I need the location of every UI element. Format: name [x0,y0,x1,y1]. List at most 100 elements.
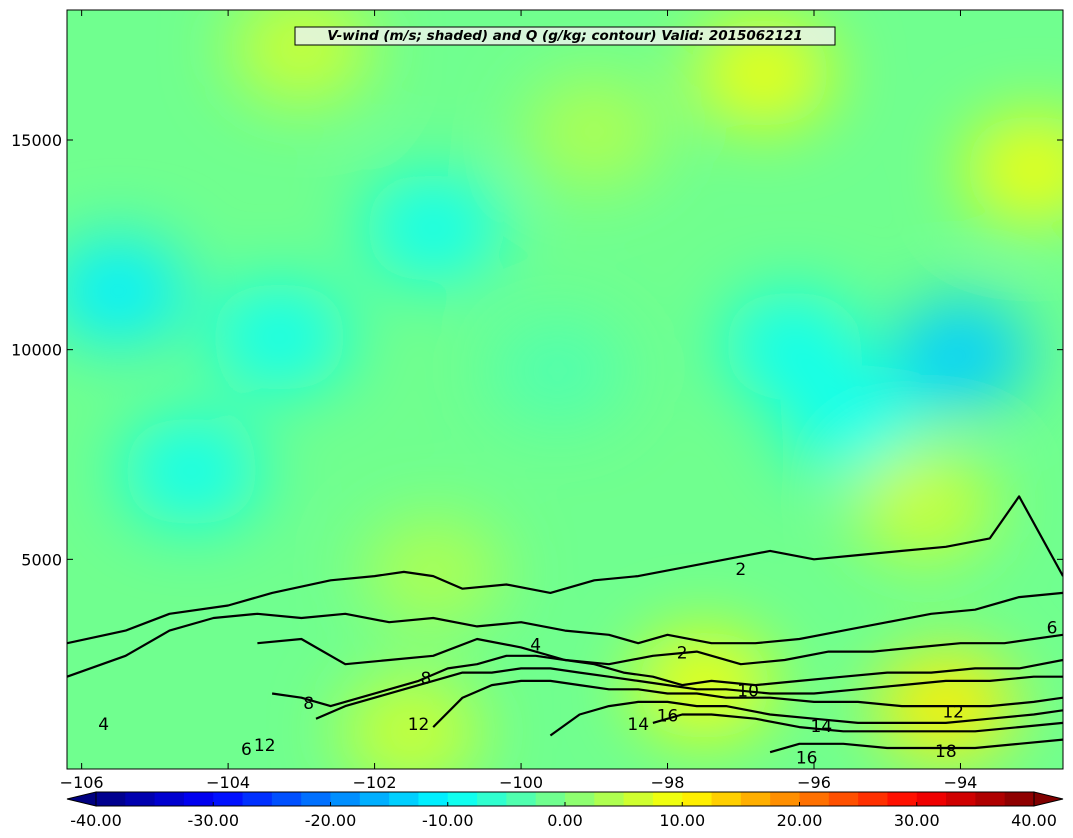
colorbar-segment [770,792,801,806]
chart-title-box: V-wind (m/s; shaded) and Q (g/kg; contou… [294,26,836,46]
colorbar-segment [213,792,244,806]
q-contour-label: 6 [1047,619,1058,639]
q-contour-label: 16 [796,749,818,769]
v-wind-region [121,416,262,527]
y-axis: 5000 10000 15000 [11,131,1063,569]
v-wind-region [341,676,482,769]
colorbar-tick-label: -40.00 [70,811,122,830]
colorbar-tick-label: -20.00 [305,811,357,830]
colorbar-segment [271,792,302,806]
q-contour-label: 8 [420,669,431,689]
colorbar-segment [125,792,156,806]
v-wind-region [67,235,189,346]
q-contour-label: 8 [303,694,314,714]
colorbar-segment [975,792,1006,806]
colorbar-tick-label: 0.00 [547,811,583,830]
v-wind-shaded-field [67,10,1063,769]
x-tick-label: −96 [797,773,831,792]
q-contour-line-18 [769,738,1063,754]
colorbar-tick-label: -10.00 [422,811,474,830]
plot-frame [66,9,1064,770]
colorbar-segment [652,792,683,806]
colorbar-segment [858,792,889,806]
colorbar-segment [389,792,420,806]
colorbar-tick-label: 10.00 [659,811,705,830]
colorbar-segment [447,792,478,806]
y-tick-label: 10000 [11,341,62,360]
v-wind-region [209,282,350,393]
colorbar-segment [242,792,273,806]
colorbar-tick-label: -30.00 [187,811,239,830]
x-tick-label: −100 [499,773,543,792]
colorbar-segment [1004,792,1035,806]
x-tick-label: −102 [353,773,397,792]
colorbar-segment [359,792,390,806]
colorbar-tick-label: 40.00 [1011,811,1057,830]
q-contour-label: 18 [935,742,957,762]
y-tick-label: 5000 [21,550,62,569]
q-contour-line-6 [257,633,1063,666]
colorbar-segment [916,792,947,806]
q-contour-line-10 [315,667,1063,720]
v-wind-region [363,516,504,627]
colorbar-extend-min [66,791,97,807]
colorbar-tick-label: 30.00 [894,811,940,830]
v-wind-region [524,76,665,187]
q-contours [67,495,1063,754]
x-tick-label: −106 [60,773,104,792]
q-contour-labels: 2 2 4 4 6 6 8 8 10 12 12 12 14 14 16 16 18 [98,560,1057,769]
colorbar-segment [565,792,595,806]
v-wind-region [963,114,1063,225]
q-contour-label: 16 [657,707,679,727]
plot-area: 2 2 4 4 6 6 8 8 10 12 12 12 14 14 16 16 18 [66,9,1064,770]
x-tick-label: −94 [944,773,978,792]
colorbar: -40.00 -30.00 -20.00 -10.00 0.00 10.00 20.00 30… [66,791,1064,830]
colorbar-segment [887,792,918,806]
x-axis: −106 −104 −102 −100 −98 −96 −94 [60,10,978,792]
v-wind-region [634,630,775,741]
colorbar-segment [711,792,742,806]
field-blobs [67,10,1063,769]
q-contour-label: 14 [811,717,833,737]
colorbar-segment [682,792,713,806]
q-contour-label: 12 [942,702,964,722]
q-contour-label: 2 [735,560,746,580]
v-wind-region [487,315,628,426]
v-wind-region [890,298,1031,409]
v-wind-region [853,449,994,560]
x-tick-label: −104 [206,773,250,792]
q-contour-line-16 [652,713,1063,733]
chart-title: V-wind (m/s; shaded) and Q (g/kg; contou… [327,28,803,44]
q-contour-label: 14 [627,715,649,735]
colorbar-segment [740,792,771,806]
colorbar-segment [623,792,654,806]
colorbar-segment [418,792,449,806]
colorbar-segment [183,792,214,806]
q-contour-label: 4 [98,715,109,735]
q-contour-label: 12 [254,736,276,756]
colorbar-segment [301,792,332,806]
q-contour-line-4 [67,591,1063,678]
q-contour-label: 10 [737,681,759,701]
y-tick-label: 15000 [11,131,62,150]
colorbar-segment [506,792,537,806]
q-contour-label: 4 [530,635,541,655]
q-contour-line-8 [271,654,1063,708]
colorbar-segment [799,792,830,806]
colorbar-segment [535,792,566,806]
title-background [294,26,836,46]
colorbar-segment [477,792,507,806]
colorbar-segment [946,792,976,806]
v-wind-region [363,173,504,284]
x-tick-label: −98 [651,773,685,792]
colorbar-segment [594,792,625,806]
colorbar-segment [828,792,859,806]
colorbar-extend-max [1033,791,1064,807]
colorbar-tick-label: 20.00 [777,811,823,830]
colorbar-segment [330,792,361,806]
q-contour-line-12 [432,679,1063,728]
colorbar-segment [154,792,185,806]
q-contour-label: 2 [677,644,688,664]
q-contour-line-14 [549,700,1063,737]
